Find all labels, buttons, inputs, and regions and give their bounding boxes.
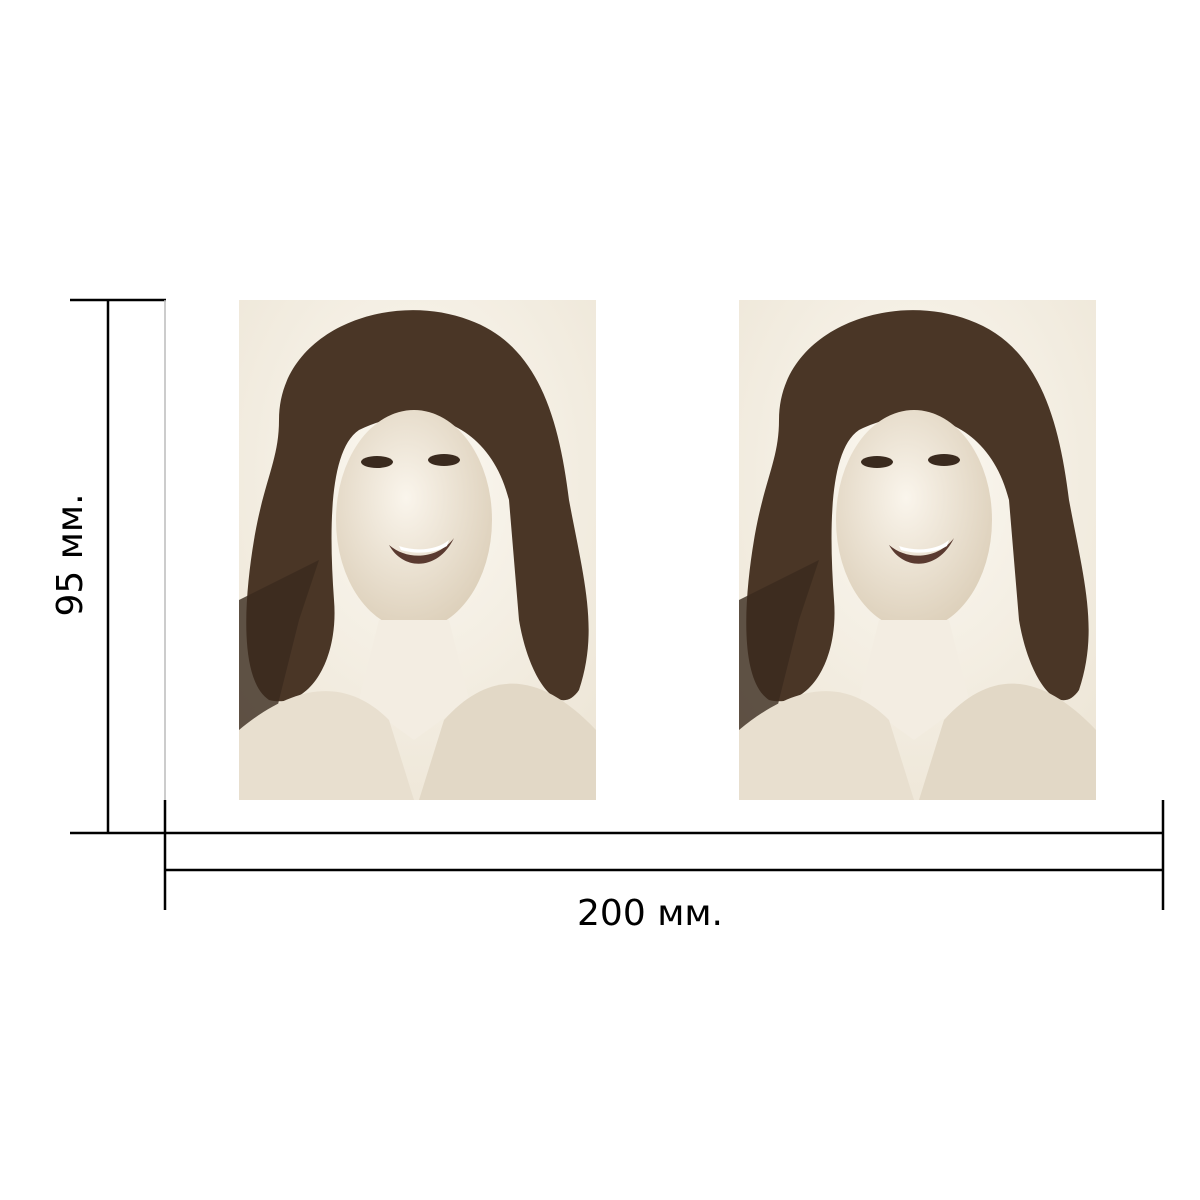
- photo-right: [739, 300, 1096, 800]
- photo-left: [239, 300, 596, 800]
- width-label: 200 мм.: [577, 893, 723, 934]
- height-label: 95 мм.: [50, 493, 91, 616]
